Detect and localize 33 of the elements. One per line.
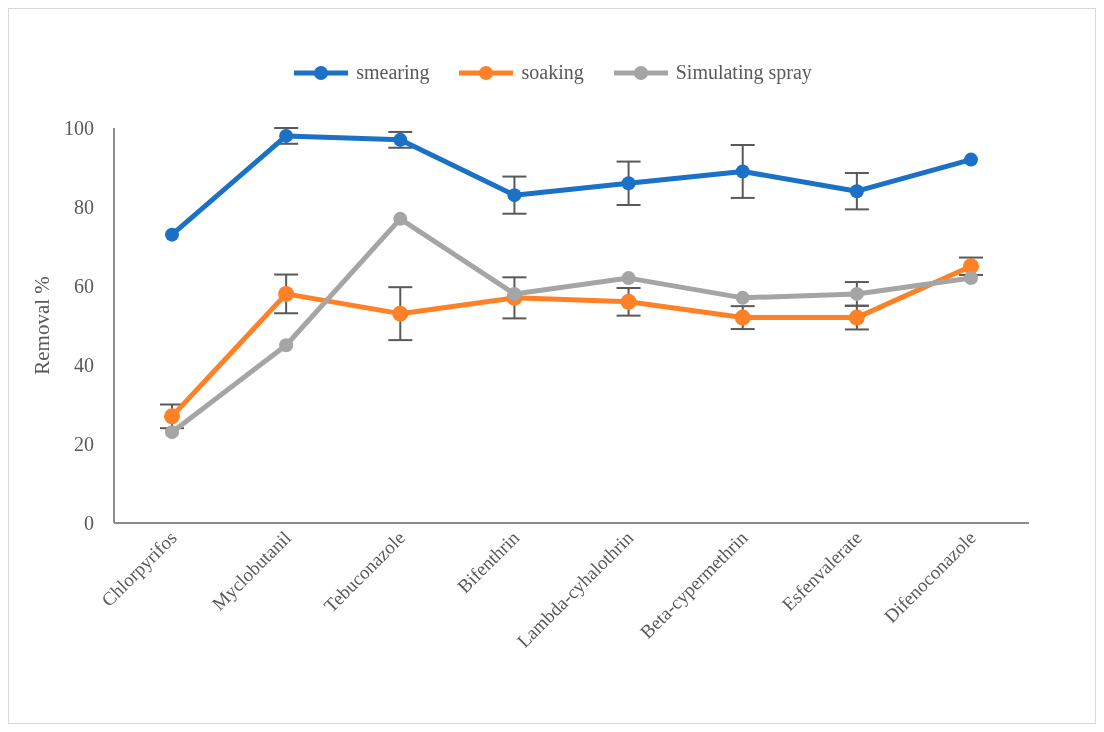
point xyxy=(507,188,522,203)
point xyxy=(165,425,179,440)
point xyxy=(621,176,636,191)
y-tick-label: 20 xyxy=(74,433,94,456)
point xyxy=(279,338,294,353)
point xyxy=(735,290,750,305)
point xyxy=(165,227,179,242)
y-tick-label: 40 xyxy=(74,354,94,377)
point xyxy=(278,285,295,302)
point xyxy=(964,271,978,286)
y-tick-label: 0 xyxy=(84,512,94,535)
point xyxy=(164,408,180,425)
y-tick-label: 60 xyxy=(74,275,94,298)
point xyxy=(393,132,408,147)
point xyxy=(849,286,864,301)
point xyxy=(279,128,294,143)
y-axis-title: Removal % xyxy=(30,276,55,375)
point xyxy=(392,305,409,322)
y-tick-label: 100 xyxy=(64,117,94,140)
point xyxy=(964,152,978,167)
legend-label: Simulating spray xyxy=(675,61,812,84)
y-tick-label: 80 xyxy=(74,196,94,219)
point xyxy=(735,164,750,179)
point xyxy=(393,211,408,226)
point xyxy=(620,293,637,310)
point xyxy=(734,309,751,326)
point xyxy=(621,271,636,286)
point xyxy=(507,286,522,301)
point xyxy=(849,184,864,199)
point xyxy=(963,258,979,275)
point xyxy=(848,309,865,326)
legend-label: smearing xyxy=(356,61,430,84)
legend-label: soaking xyxy=(521,61,584,84)
